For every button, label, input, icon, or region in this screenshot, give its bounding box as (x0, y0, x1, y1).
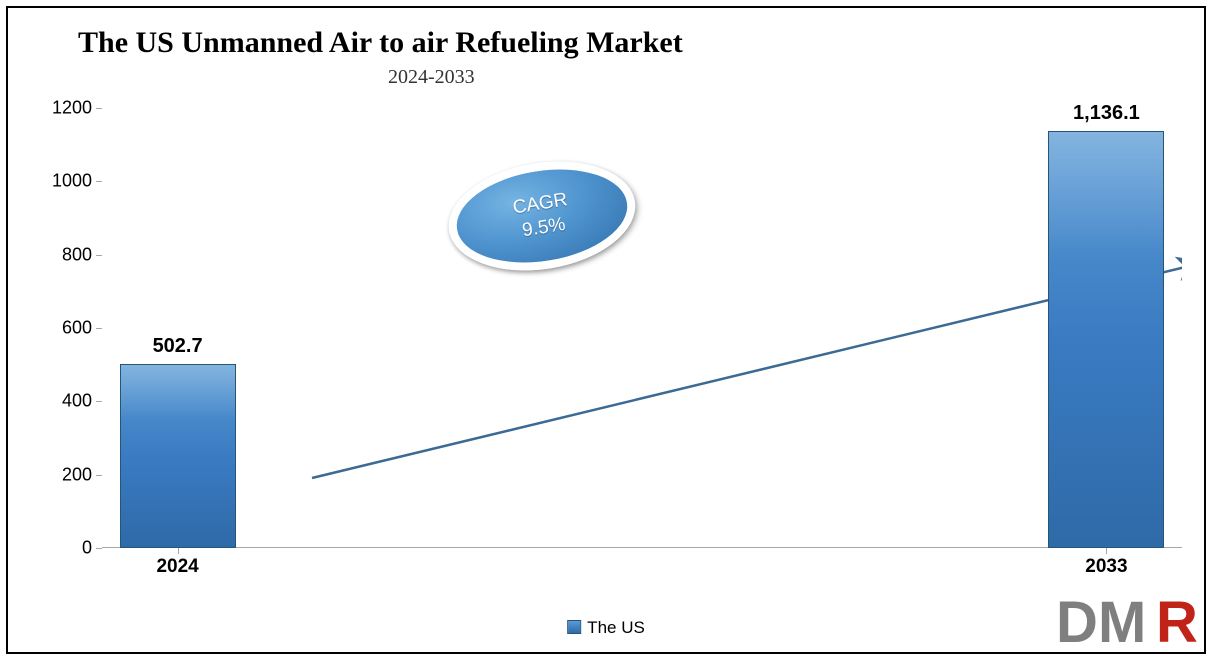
bar-2024 (120, 364, 236, 548)
chart-title: The US Unmanned Air to air Refueling Mar… (78, 26, 683, 60)
y-tick-label: 1200 (52, 98, 92, 119)
y-tick-label: 200 (62, 464, 92, 485)
y-tick (96, 255, 102, 256)
category-tick (178, 548, 179, 554)
category-label: 2024 (156, 556, 198, 578)
legend: The US (567, 618, 645, 638)
y-tick (96, 548, 102, 549)
y-tick-label: 0 (82, 538, 92, 559)
y-tick (96, 181, 102, 182)
dmr-logo: D M R (1056, 590, 1206, 656)
svg-text:M: M (1098, 590, 1146, 655)
y-tick-label: 1000 (52, 171, 92, 192)
bar-2033 (1048, 131, 1164, 548)
category-tick (1106, 548, 1107, 554)
svg-text:R: R (1156, 590, 1198, 655)
svg-text:D: D (1056, 590, 1098, 655)
y-tick-label: 400 (62, 391, 92, 412)
legend-label: The US (587, 618, 645, 637)
bar-value-label: 502.7 (153, 335, 203, 358)
y-tick (96, 328, 102, 329)
cagr-text: CAGR 9.5% (511, 188, 573, 244)
y-tick (96, 108, 102, 109)
bar-value-label: 1,136.1 (1073, 102, 1140, 125)
y-tick-label: 600 (62, 318, 92, 339)
y-tick (96, 401, 102, 402)
chart-frame: The US Unmanned Air to air Refueling Mar… (6, 6, 1206, 654)
y-tick (96, 475, 102, 476)
y-tick-label: 800 (62, 244, 92, 265)
trend-arrow (102, 108, 1182, 548)
category-label: 2033 (1085, 556, 1127, 578)
plot-area: 020040060080010001200502.720241,136.1203… (102, 108, 1182, 548)
legend-swatch (567, 620, 581, 634)
chart-subtitle: 2024-2033 (388, 66, 475, 89)
x-axis-line (102, 547, 1182, 548)
